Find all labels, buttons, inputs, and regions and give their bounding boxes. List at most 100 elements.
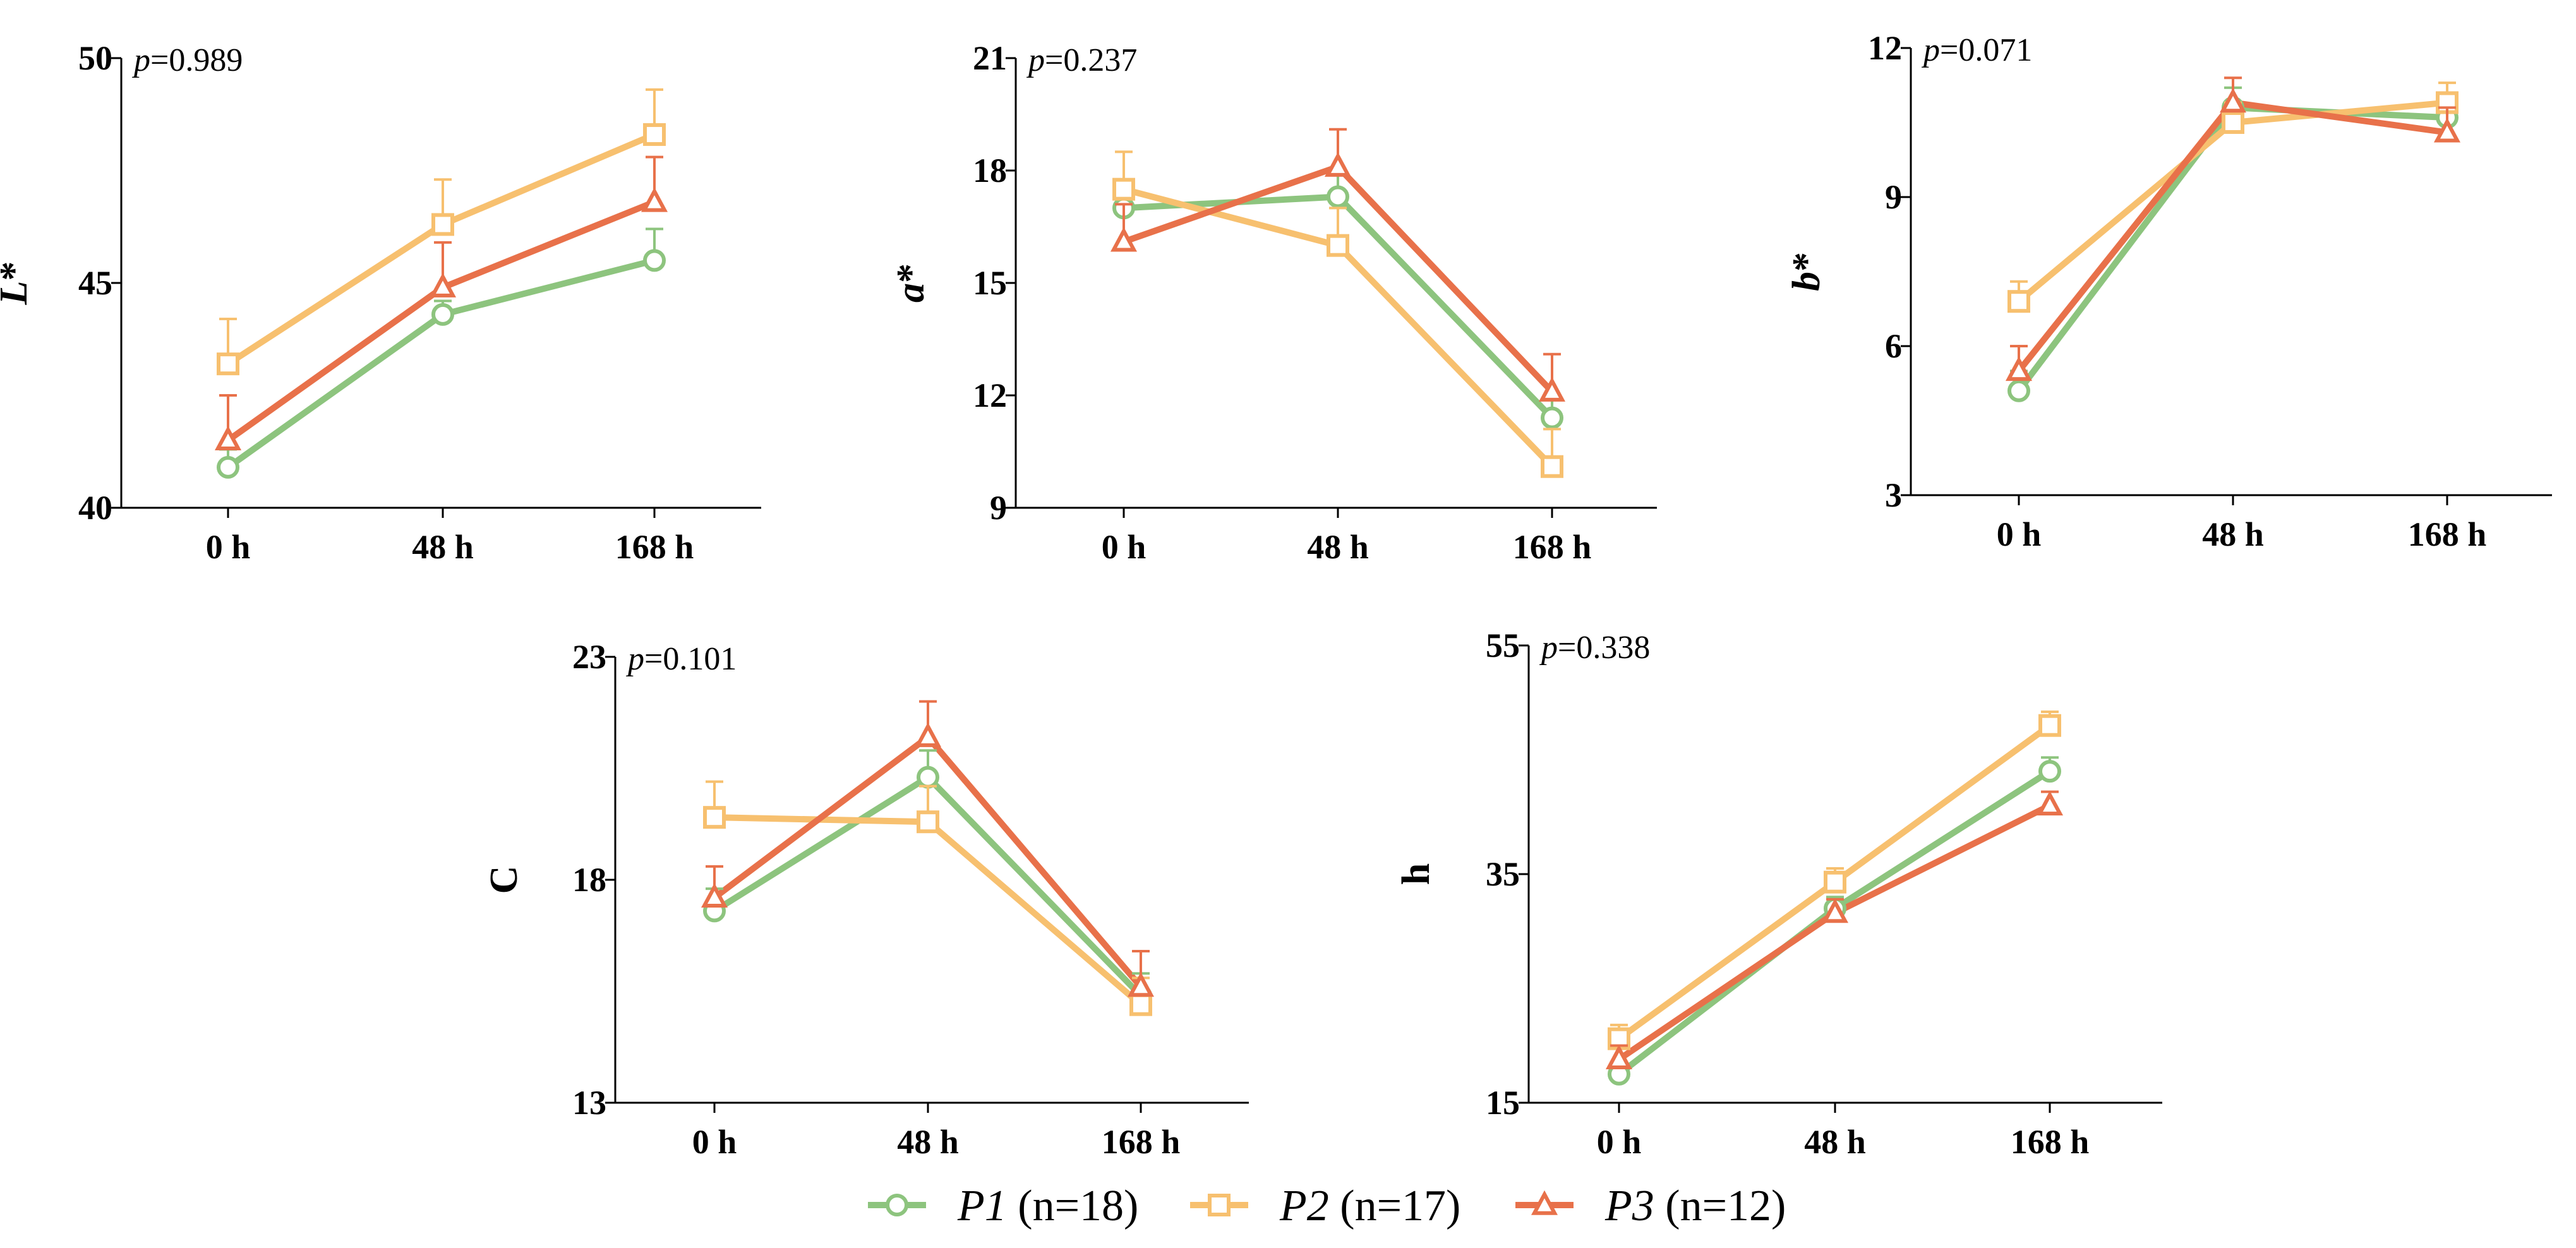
- panel-l: 40 45 50 0 h 48 h 168 h L* p=0.989: [0, 39, 761, 566]
- y-tick-label: 15: [973, 264, 1007, 302]
- legend-marker: [886, 1194, 908, 1216]
- point-p1: [217, 455, 239, 479]
- p-value-annotation: p=0.101: [625, 641, 737, 677]
- panel-c: 13 18 23 0 h 48 h 168 h Cp=0.101: [483, 638, 1249, 1161]
- p-value-annotation: p=0.237: [1026, 42, 1137, 78]
- y-tick-label: 3: [1885, 476, 1902, 514]
- x-tick-label: 0 h: [692, 1123, 737, 1161]
- legend-item-p1: P1 (n=18): [868, 1182, 1138, 1230]
- point-p1: [2007, 379, 2030, 402]
- point-p3: [1324, 152, 1352, 177]
- point-p3: [2433, 117, 2461, 143]
- y-tick-label: 18: [973, 152, 1007, 189]
- y-tick-label: 50: [78, 39, 112, 77]
- y-axis-label: L*: [0, 261, 35, 306]
- x-tick-label: 48 h: [1307, 528, 1369, 566]
- point-p3: [1605, 1044, 1633, 1069]
- panel-b: 3 6 9 12 0 h 48 h 168 h b* p=0.071: [1785, 29, 2552, 553]
- point-p2: [643, 123, 666, 147]
- point-p2: [1129, 993, 1152, 1016]
- p-value-annotation: p=0.338: [1539, 630, 1650, 666]
- point-p3: [2036, 791, 2064, 816]
- point-p2: [1824, 870, 1846, 894]
- x-tick-label: 48 h: [412, 528, 474, 566]
- y-axis-label: a*: [889, 263, 932, 303]
- y-tick-label: 12: [1868, 29, 1902, 67]
- legend-marker: [1531, 1190, 1558, 1215]
- legend-label: P3 (n=12): [1604, 1182, 1786, 1230]
- point-p1: [2038, 760, 2061, 783]
- y-axis-label-main: b: [1785, 272, 1828, 291]
- y-tick-label: 45: [78, 264, 112, 302]
- y-tick-label: 6: [1885, 327, 1902, 365]
- y-axis-label-suffix: *: [0, 261, 35, 281]
- point-p3: [1538, 376, 1566, 402]
- y-tick-label: 15: [1486, 1084, 1520, 1122]
- y-tick-label: 9: [990, 489, 1007, 527]
- legend-label: P1 (n=18): [957, 1182, 1138, 1230]
- point-p3: [429, 272, 457, 297]
- point-p3: [214, 425, 242, 450]
- x-tick-label: 168 h: [1513, 528, 1592, 566]
- x-tick-label: 48 h: [2202, 515, 2264, 553]
- p-value-annotation: p=0.071: [1921, 32, 2032, 68]
- x-tick-label: 0 h: [206, 528, 251, 566]
- y-axis-label-suffix: *: [889, 263, 932, 283]
- legend-item-p2: P2 (n=17): [1190, 1182, 1460, 1230]
- point-p2: [2007, 290, 2030, 313]
- point-p3: [2219, 88, 2247, 113]
- p-value-annotation: p=0.989: [131, 42, 243, 78]
- x-tick-label: 0 h: [1102, 528, 1147, 566]
- y-tick-label: 9: [1885, 178, 1902, 216]
- y-tick-label: 35: [1486, 855, 1520, 893]
- point-p2: [917, 810, 939, 834]
- point-p2: [1541, 455, 1563, 478]
- y-axis-label-suffix: *: [1785, 252, 1828, 272]
- legend-item-p3: P3 (n=12): [1515, 1182, 1786, 1230]
- x-tick-label: 0 h: [1597, 1123, 1642, 1161]
- y-tick-label: 40: [78, 489, 112, 527]
- point-p1: [431, 303, 454, 326]
- series-line-p3: [2016, 99, 2448, 373]
- legend-label: P2 (n=17): [1279, 1182, 1460, 1230]
- y-tick-label: 13: [572, 1084, 606, 1122]
- y-axis-label-main: L: [0, 281, 35, 306]
- x-tick-label: 168 h: [2011, 1123, 2090, 1161]
- legend: P1 (n=18) P2 (n=17) P3 (n=12): [868, 1182, 1786, 1230]
- series-line-p2: [226, 131, 656, 367]
- x-tick-label: 48 h: [897, 1123, 959, 1161]
- point-p1: [1541, 406, 1563, 429]
- x-tick-label: 0 h: [1997, 515, 2042, 553]
- y-axis-label-main: h: [1395, 863, 1438, 885]
- panel-h: 15 35 55 0 h 48 h 168 h h p=0.338: [1395, 627, 2162, 1161]
- x-tick-label: 168 h: [1102, 1123, 1181, 1161]
- point-p2: [703, 806, 726, 829]
- point-p3: [1127, 972, 1155, 997]
- point-p1: [1327, 185, 1349, 208]
- point-p3: [914, 722, 942, 747]
- point-p1: [643, 249, 666, 272]
- point-p2: [1327, 234, 1349, 257]
- x-tick-label: 48 h: [1804, 1123, 1866, 1161]
- point-p3: [1821, 898, 1849, 923]
- point-p3: [641, 187, 668, 212]
- y-tick-label: 12: [973, 376, 1007, 414]
- point-p2: [431, 213, 454, 236]
- y-axis-label: h: [1395, 863, 1438, 885]
- y-axis-label-main: C: [483, 866, 526, 894]
- panel-a: 9 12 15 18 21 0 h 48 h 168 h a* p=0.237: [889, 39, 1657, 566]
- point-p2: [1112, 177, 1135, 201]
- point-p2: [2038, 714, 2061, 737]
- point-p2: [2222, 111, 2244, 134]
- point-p2: [217, 352, 239, 376]
- point-p3: [701, 882, 728, 908]
- point-p1: [917, 765, 939, 789]
- y-tick-label: 18: [572, 861, 606, 899]
- x-tick-label: 168 h: [2408, 515, 2487, 553]
- y-axis-label: C: [483, 866, 526, 894]
- y-tick-label: 21: [973, 39, 1007, 77]
- y-tick-label: 23: [572, 638, 606, 676]
- y-tick-label: 55: [1486, 627, 1520, 664]
- legend-marker: [1208, 1194, 1231, 1216]
